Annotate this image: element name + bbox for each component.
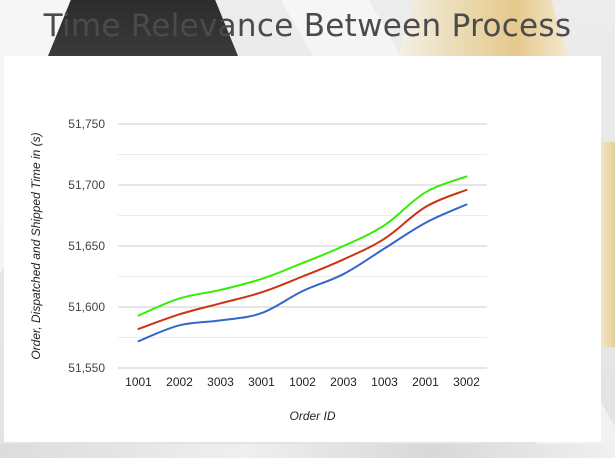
y-tick-label: 51,550 (68, 361, 105, 375)
x-tick-label: 2003 (330, 375, 357, 389)
chart-panel: 51,550 51,600 51,650 51,700 51,750 1001 2002 30… (4, 56, 601, 442)
y-axis-label: Order, Dispatched and Shipped Time in (s… (29, 132, 43, 359)
y-tick-label: 51,750 (68, 117, 105, 131)
x-tick-label: 2001 (412, 375, 439, 389)
line-chart: 51,550 51,600 51,650 51,700 51,750 1001 2002 30… (29, 117, 487, 423)
x-tick-label: 1001 (125, 375, 152, 389)
decorative-hexagon-gold (398, 0, 568, 56)
y-tick-label: 51,600 (68, 300, 105, 314)
x-tick-label: 3003 (207, 375, 234, 389)
y-tick-label: 51,700 (68, 178, 105, 192)
y-tick-label: 51,650 (68, 239, 105, 253)
x-tick-label: 1002 (289, 375, 316, 389)
decorative-hexagon-dark (48, 0, 238, 56)
page-title: Time Relevance Between Process (43, 8, 572, 44)
x-tick-label: 1003 (371, 375, 398, 389)
x-tick-label: 2002 (166, 375, 193, 389)
series-line-3 (137, 203, 468, 343)
x-tick-label: 3001 (248, 375, 275, 389)
series-line-1 (137, 175, 468, 317)
series-line-2 (137, 188, 468, 330)
x-axis-label: Order ID (289, 409, 335, 423)
x-tick-label: 3002 (453, 375, 480, 389)
decorative-gold-edge (601, 142, 615, 347)
decorative-bottom-strip (0, 444, 615, 458)
